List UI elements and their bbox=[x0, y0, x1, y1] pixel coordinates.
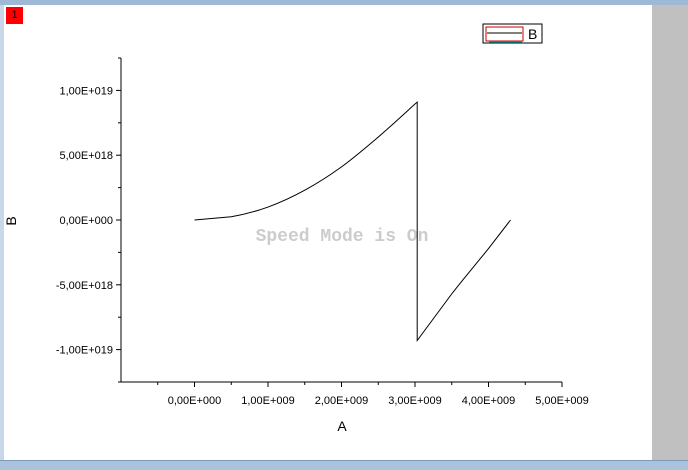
window-frame-top bbox=[0, 0, 688, 5]
x-tick-label: 5,00E+009 bbox=[535, 395, 589, 407]
layer-indicator[interactable]: 1 bbox=[6, 7, 23, 24]
y-axis-label: B bbox=[3, 216, 19, 225]
y-tick-label: -1,00E+019 bbox=[56, 345, 113, 357]
legend-entry-b: B bbox=[528, 26, 537, 42]
graph-page bbox=[4, 5, 652, 460]
series-line-b bbox=[194, 100, 511, 343]
window-frame-left bbox=[0, 5, 4, 460]
y-tick-label: 5,00E+018 bbox=[59, 150, 113, 162]
legend-symbol-box bbox=[485, 26, 524, 42]
y-tick-label: 1,00E+019 bbox=[59, 85, 113, 97]
window-frame-bottom[interactable] bbox=[0, 460, 688, 470]
x-tick-label: 3,00E+009 bbox=[388, 395, 442, 407]
series-layer bbox=[194, 100, 511, 343]
x-tick-label: 1,00E+009 bbox=[241, 395, 295, 407]
y-tick-label: -5,00E+018 bbox=[56, 280, 113, 292]
x-tick-label: 0,00E+000 bbox=[168, 395, 222, 407]
x-tick-label: 2,00E+009 bbox=[315, 395, 369, 407]
x-axis-label: A bbox=[337, 418, 347, 434]
speed-mode-watermark: Speed Mode is On bbox=[256, 227, 429, 247]
x-ticks: 0,00E+000 1,00E+009 2,00E+009 3,00E+009 4,00… bbox=[157, 382, 589, 407]
page-side-strip bbox=[652, 5, 688, 460]
y-tick-label: 0,00E+000 bbox=[59, 215, 113, 227]
x-tick-label: 4,00E+009 bbox=[462, 395, 516, 407]
legend[interactable]: B bbox=[482, 23, 543, 44]
axes bbox=[120, 58, 562, 383]
y-ticks: 1,00E+019 5,00E+018 0,00E+000 -5,00E+018 -1,… bbox=[56, 57, 121, 383]
